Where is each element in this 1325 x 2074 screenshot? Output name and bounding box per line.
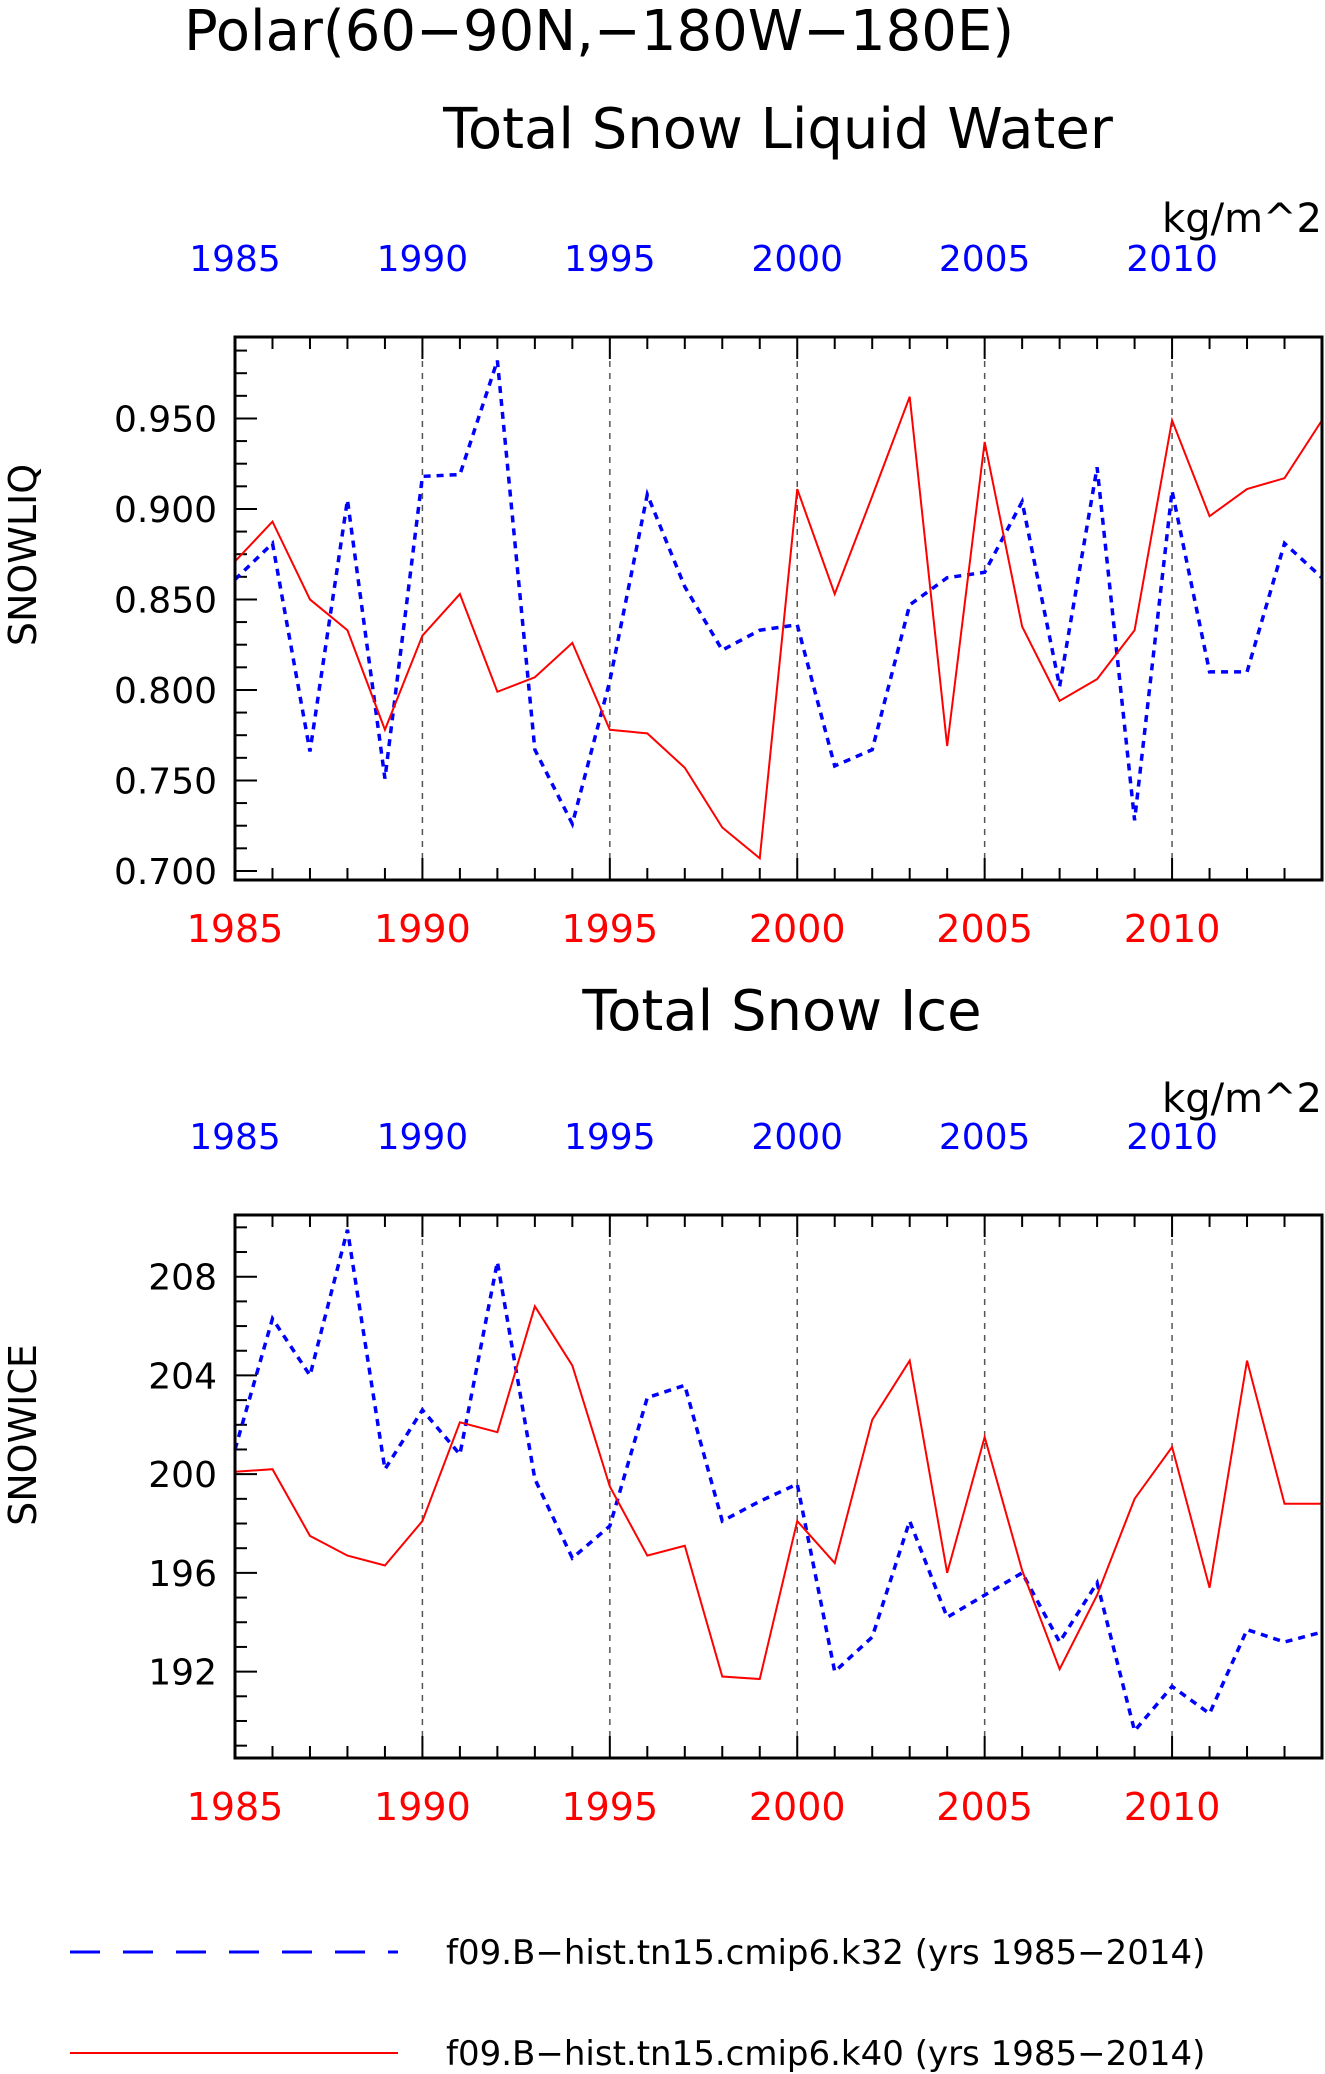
plot-frame	[233, 335, 1324, 882]
y-tick-label: 208	[148, 1258, 217, 1299]
panel-snowice: Total Snow Ice kg/m^2 SNOWICE 1985198519…	[1, 979, 1324, 1829]
x-tick-label-top: 2000	[751, 1117, 843, 1158]
panel-title: Total Snow Liquid Water	[442, 97, 1114, 162]
x-tick-label-bottom: 2005	[936, 907, 1033, 951]
y-tick-label: 0.700	[114, 852, 217, 893]
y-tick-label: 204	[148, 1356, 217, 1397]
ticks: 1985 1985 1990 1990 1995 1995 2000 2000 2005 2005…	[114, 239, 1323, 951]
x-tick-label-top: 2000	[751, 239, 843, 280]
y-tick-label: 0.950	[114, 399, 217, 440]
x-tick-label-top: 2005	[939, 239, 1031, 280]
x-tick-label-bottom: 1995	[561, 907, 658, 951]
legend: f09.B−hist.tn15.cmip6.k32 (yrs 1985−2014…	[70, 1933, 1205, 2074]
y-axis-label: SNOWLIQ	[1, 464, 45, 646]
y-tick-label: 196	[148, 1554, 217, 1595]
units-label: kg/m^2	[1162, 196, 1322, 242]
x-tick-label-bottom: 1985	[187, 907, 284, 951]
ticks: 1985 1985 1990 1990 1995 1995 2000 2000 2005 2005…	[148, 1117, 1323, 1829]
y-tick-label: 0.850	[114, 580, 217, 621]
series-group	[233, 1229, 1323, 1735]
legend-label-k32: f09.B−hist.tn15.cmip6.k32 (yrs 1985−2014…	[446, 1933, 1205, 1973]
x-tick-label-top: 2010	[1126, 239, 1218, 280]
y-tick-label: 0.900	[114, 490, 217, 531]
x-tick-label-bottom: 2010	[1124, 907, 1221, 951]
x-tick-label-top: 1985	[189, 239, 281, 280]
x-tick-label-bottom: 1995	[561, 1785, 658, 1829]
panel-snowliq: Total Snow Liquid Water kg/m^2 SNOWLIQ 1…	[1, 97, 1324, 951]
x-tick-label-bottom: 2000	[749, 907, 846, 951]
x-tick-label-top: 1990	[377, 1117, 469, 1158]
y-tick-label: 200	[148, 1455, 217, 1496]
x-tick-label-bottom: 2010	[1124, 1785, 1221, 1829]
x-tick-label-top: 1995	[564, 239, 656, 280]
y-tick-label: 0.750	[114, 761, 217, 802]
grid	[421, 337, 1173, 880]
y-axis-label: SNOWICE	[1, 1344, 45, 1526]
units-label: kg/m^2	[1162, 1076, 1322, 1122]
series-group	[233, 359, 1324, 861]
series-k32-line	[233, 1229, 1323, 1735]
x-tick-label-top: 1995	[564, 1117, 656, 1158]
legend-label-k40: f09.B−hist.tn15.cmip6.k40 (yrs 1985−2014…	[446, 2034, 1205, 2074]
x-tick-label-bottom: 1990	[374, 1785, 471, 1829]
x-tick-label-top: 1990	[377, 239, 469, 280]
y-tick-label: 0.800	[114, 671, 217, 712]
series-k40-line	[234, 396, 1323, 861]
panel-title: Total Snow Ice	[581, 979, 981, 1044]
x-tick-label-top: 2010	[1126, 1117, 1218, 1158]
plot-frame	[233, 1213, 1324, 1760]
x-tick-label-bottom: 2000	[749, 1785, 846, 1829]
series-k40-line	[234, 1303, 1322, 1681]
x-tick-label-top: 1985	[189, 1117, 281, 1158]
x-tick-label-bottom: 1985	[187, 1785, 284, 1829]
figure-title: Polar(60−90N,−180W−180E)	[184, 0, 1014, 64]
x-tick-label-bottom: 1990	[374, 907, 471, 951]
x-tick-label-top: 2005	[939, 1117, 1031, 1158]
x-tick-label-bottom: 2005	[936, 1785, 1033, 1829]
y-tick-label: 192	[148, 1653, 217, 1694]
series-k32-line	[233, 359, 1324, 829]
